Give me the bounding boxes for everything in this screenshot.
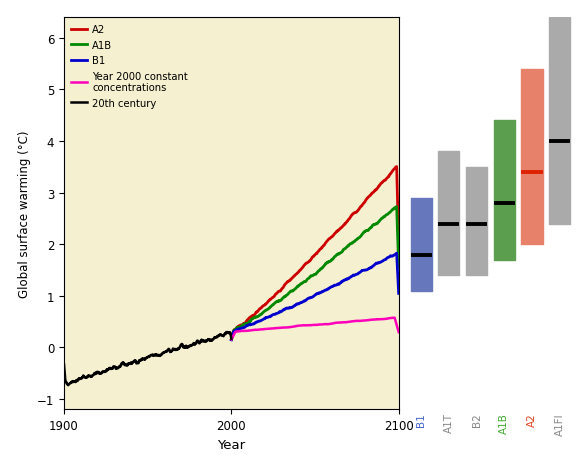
Text: A1T: A1T [444,412,454,432]
Legend: A2, A1B, B1, Year 2000 constant
concentrations, 20th century: A2, A1B, B1, Year 2000 constant concentr… [67,21,192,112]
Text: A1FI: A1FI [555,412,565,435]
Text: A2: A2 [527,412,537,426]
Text: B2: B2 [471,412,481,426]
Text: A1B: A1B [499,412,509,433]
Text: B1: B1 [416,412,426,426]
X-axis label: Year: Year [217,438,246,451]
Y-axis label: Global surface warming (°C): Global surface warming (°C) [19,130,31,298]
